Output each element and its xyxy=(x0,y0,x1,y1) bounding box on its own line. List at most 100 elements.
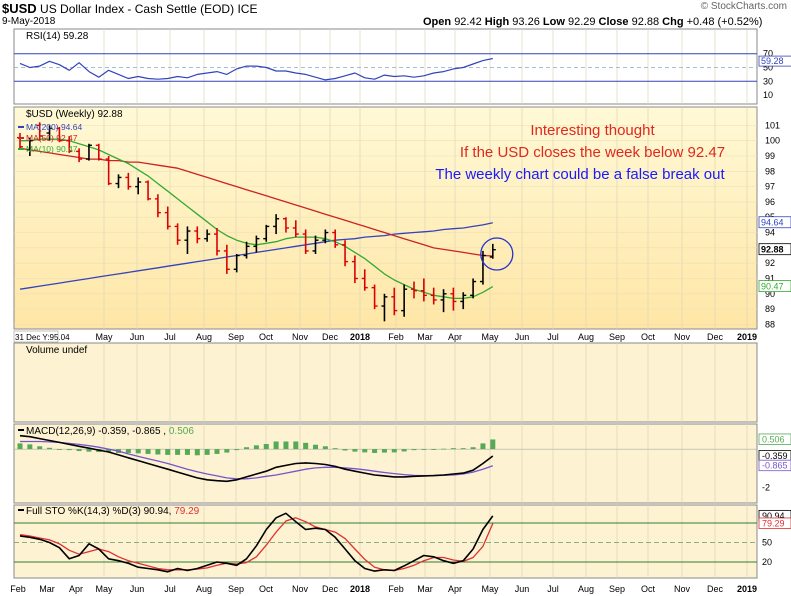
last-value-box xyxy=(758,216,791,229)
ohlc-bar xyxy=(479,250,486,285)
macd-tick-label: -0.865 xyxy=(762,461,788,471)
ohlc-bar xyxy=(243,241,250,259)
ohlc-bar xyxy=(135,177,142,195)
macd-histogram-bar xyxy=(303,442,309,450)
macd-histogram-bar xyxy=(391,449,397,453)
price-x-tick-label: Feb xyxy=(388,332,404,342)
chg-label: Chg xyxy=(662,16,684,28)
macd-histogram-bar xyxy=(224,449,230,453)
stockcharts-brand[interactable]: © StockCharts.com xyxy=(700,1,787,12)
price-x-tick-label: Jun xyxy=(515,332,530,342)
bottom-x-tick-label: Dec xyxy=(322,584,339,594)
ohlc-bar xyxy=(381,293,388,322)
last-value-label: 94.64 xyxy=(761,218,784,228)
price-tick-label: 96 xyxy=(765,197,775,207)
price-x-tick-label: Dec xyxy=(707,332,724,342)
annotation-line-2: If the USD closes the week below 92.47 xyxy=(459,144,726,161)
ohlc-bar xyxy=(302,229,309,254)
macd-histogram-bar xyxy=(194,449,200,456)
rsi-line xyxy=(19,57,493,81)
price-x-tick-label: Aug xyxy=(196,332,212,342)
macd-histogram-bar xyxy=(322,446,328,450)
macd-histogram-bar xyxy=(86,449,92,452)
price-x-tick-label: May xyxy=(481,332,499,342)
ohlc-bar xyxy=(56,126,63,143)
price-x-tick-label: Jul xyxy=(164,332,176,342)
macd-histogram-bar xyxy=(313,444,318,450)
high-label: High xyxy=(484,16,510,28)
sto-k-line xyxy=(19,512,494,573)
bottom-x-tick-label: Jun xyxy=(130,584,145,594)
volume-panel xyxy=(13,342,758,423)
macd-histogram-bar xyxy=(66,449,72,451)
ohlc-bar xyxy=(401,284,408,317)
sto-tick-label: 20 xyxy=(762,557,772,567)
price-tick-label: 100 xyxy=(765,136,780,146)
macd-histogram-bar xyxy=(401,449,407,452)
price-x-tick-label: Sep xyxy=(228,332,244,342)
macd-histogram-bar xyxy=(244,447,250,450)
ohlc-bar xyxy=(470,278,477,299)
price-x-tick-label: Jul xyxy=(547,332,559,342)
macd-histogram-bar xyxy=(470,447,476,450)
ohlc-bar xyxy=(115,174,122,189)
macd-histogram-bar xyxy=(490,439,496,450)
close-label: Close xyxy=(598,16,629,28)
annotation-line-1: Interesting thought xyxy=(530,122,655,139)
price-x-tick-label: May xyxy=(95,332,113,342)
annotation-line-3: The weekly chart could be a false break … xyxy=(435,166,725,183)
last-value-label: 92.88 xyxy=(761,245,784,255)
ohlc-bar xyxy=(164,206,171,230)
macd-histogram-bar xyxy=(460,448,466,450)
ohlc-bar xyxy=(95,143,102,161)
rsi-tick-label: 50 xyxy=(763,63,773,73)
macd-histogram-bar xyxy=(332,448,338,450)
price-x-tick-label: Oct xyxy=(259,332,274,342)
macd-histogram-bar xyxy=(204,449,210,455)
low-label: Low xyxy=(542,16,565,28)
bottom-x-tick-label: Nov xyxy=(674,584,691,594)
bottom-x-tick-label: 2019 xyxy=(737,584,757,594)
bottom-x-tick-label: Jun xyxy=(515,584,530,594)
bottom-x-tick-label: Feb xyxy=(10,584,26,594)
ohlc-bar xyxy=(85,143,92,161)
ohlc-bar xyxy=(430,287,437,305)
ohlc-bar xyxy=(76,148,83,163)
ohlc-bar xyxy=(391,287,398,316)
ohlc-bar xyxy=(322,229,329,244)
ohlc-bar xyxy=(174,223,181,245)
macd-histogram-bar xyxy=(362,449,368,453)
ohlc-bar xyxy=(66,136,73,153)
macd-histogram-bar xyxy=(441,448,447,450)
macd-histogram-bar xyxy=(352,449,358,452)
bottom-x-tick-label: May xyxy=(95,584,113,594)
macd-value-box xyxy=(758,433,791,445)
ohlc-summary: Open 92.42 High 93.26 Low 92.29 Close 92… xyxy=(423,16,762,28)
start-label-box xyxy=(13,330,59,343)
price-x-tick-label: Jun xyxy=(130,332,145,342)
price-x-tick-label: Apr xyxy=(448,332,462,342)
volume-title: Volume undef xyxy=(26,345,87,356)
ohlc-bar xyxy=(273,214,280,235)
ohlc-bar xyxy=(489,243,496,259)
bottom-x-tick-label: 2018 xyxy=(350,584,370,594)
macd-histogram-bar xyxy=(421,449,427,450)
ohlc-bar xyxy=(26,137,33,156)
macd-histogram-bar xyxy=(155,449,161,455)
macd-panel xyxy=(13,423,758,504)
ohlc-bar xyxy=(194,226,201,244)
macd-histogram-bar xyxy=(273,441,279,450)
ohlc-bar xyxy=(105,155,112,186)
bottom-x-tick-label: Feb xyxy=(388,584,404,594)
ohlc-bar xyxy=(233,253,240,273)
ohlc-bar xyxy=(46,125,53,141)
price-tick-label: 89 xyxy=(765,304,775,314)
macd-histogram-bar xyxy=(175,449,181,455)
bottom-x-tick-label: Mar xyxy=(39,584,55,594)
stochastic-panel xyxy=(13,504,758,579)
price-x-tick-label: Nov xyxy=(292,332,309,342)
macd-histogram-bar xyxy=(135,449,141,454)
macd-histogram-bar xyxy=(234,449,240,451)
price-legend-item: MA(50) 92.47 xyxy=(26,133,78,143)
